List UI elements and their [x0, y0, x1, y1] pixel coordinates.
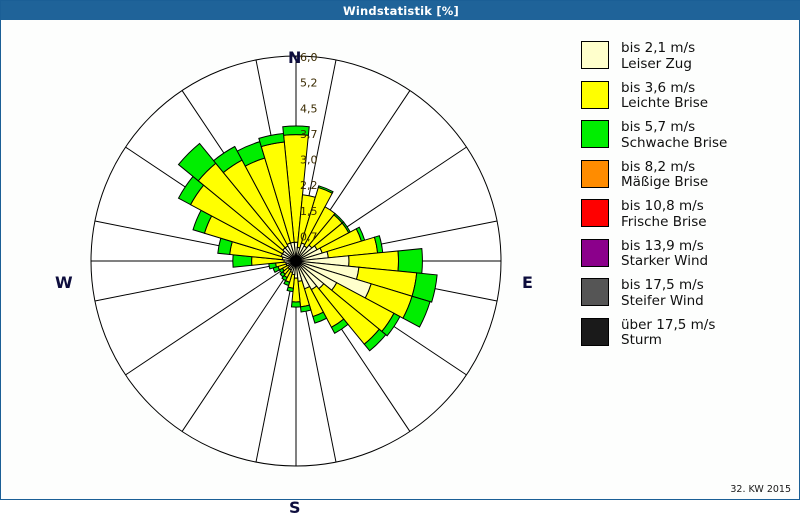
radial-tick-label: 4,5	[300, 102, 318, 115]
wind-rose-segment	[330, 318, 349, 334]
legend-speed-range: über 17,5 m/s	[621, 316, 716, 333]
wind-rose-segment	[363, 328, 387, 352]
legend-label: bis 8,2 m/s Mäßige Brise	[621, 158, 709, 191]
legend-color-swatch	[581, 278, 609, 306]
legend-label: bis 17,5 m/s Steifer Wind	[621, 277, 704, 309]
compass-label-west: W	[55, 273, 73, 292]
legend-color-swatch	[581, 120, 609, 148]
window-title: Windstatistik [%]	[343, 3, 459, 18]
grid-spoke	[181, 260, 297, 432]
legend: bis 2,1 m/s Leiser Zug bis 3,6 m/s Leichte …	[581, 40, 796, 357]
wind-rose-plot: 0,7 1,5 2,2 3,0 3,7 4,5 5,2 6,0 N E S W	[1, 20, 561, 517]
legend-item[interactable]: bis 17,5 m/s Steifer Wind	[581, 277, 796, 309]
wind-rose-sectors	[177, 125, 438, 352]
wind-rose-segment	[290, 301, 302, 308]
legend-label: über 17,5 m/s Sturm	[621, 316, 716, 349]
radial-tick-label: 5,2	[300, 77, 318, 90]
legend-speed-range: bis 13,9 m/s	[621, 237, 704, 254]
grid-spoke	[125, 260, 297, 376]
legend-label: bis 13,9 m/s Starker Wind	[621, 237, 709, 270]
wind-rose-segment	[317, 185, 334, 194]
legend-label: bis 10,8 m/s Frische Brise	[621, 198, 707, 230]
radial-axis-labels: 0,7 1,5 2,2 3,0 3,7 4,5 5,2 6,0	[300, 51, 318, 243]
legend-item[interactable]: bis 8,2 m/s Mäßige Brise	[581, 158, 796, 191]
legend-item[interactable]: bis 3,6 m/s Leichte Brise	[581, 79, 796, 112]
wind-rose-segment	[258, 132, 285, 148]
legend-color-swatch	[581, 159, 609, 188]
legend-beaufort-name: Frische Brise	[621, 213, 707, 230]
grid-spoke	[94, 260, 297, 302]
legend-beaufort-name: Leichte Brise	[621, 95, 709, 111]
radial-tick-label: 2,2	[300, 179, 318, 192]
legend-color-swatch	[581, 199, 609, 227]
legend-label: bis 2,1 m/s Leiser Zug	[621, 40, 696, 72]
grid-spoke	[255, 260, 297, 463]
legend-item[interactable]: über 17,5 m/s Sturm	[581, 316, 796, 349]
legend-speed-range: bis 5,7 m/s	[621, 119, 696, 135]
legend-item[interactable]: bis 5,7 m/s Schwache Brise	[581, 119, 796, 151]
legend-color-swatch	[581, 41, 609, 69]
legend-label: bis 3,6 m/s Leichte Brise	[621, 79, 709, 112]
wind-rose-segment	[286, 286, 294, 293]
wind-rose-segment	[282, 125, 310, 136]
legend-speed-range: bis 3,6 m/s	[621, 79, 696, 96]
legend-beaufort-name: Schwache Brise	[621, 134, 728, 151]
radial-tick-label: 3,0	[300, 154, 318, 167]
radial-tick-label: 1,5	[300, 205, 318, 218]
compass-label-east: E	[522, 273, 533, 292]
legend-speed-range: bis 17,5 m/s	[621, 277, 704, 293]
compass-label-south: S	[289, 498, 301, 517]
legend-color-swatch	[581, 238, 609, 267]
legend-color-swatch	[581, 317, 609, 346]
legend-speed-range: bis 8,2 m/s	[621, 158, 696, 175]
legend-item[interactable]: bis 10,8 m/s Frische Brise	[581, 198, 796, 230]
window-titlebar: Windstatistik [%]	[1, 1, 800, 20]
legend-beaufort-name: Mäßige Brise	[621, 174, 709, 190]
legend-beaufort-name: Sturm	[621, 332, 662, 348]
radial-tick-label: 0,7	[300, 230, 318, 243]
footer-week-label: 32. KW 2015	[730, 484, 791, 495]
legend-speed-range: bis 10,8 m/s	[621, 198, 704, 214]
legend-beaufort-name: Leiser Zug	[621, 55, 692, 72]
radial-tick-label: 3,7	[300, 128, 318, 141]
legend-label: bis 5,7 m/s Schwache Brise	[621, 119, 728, 151]
legend-item[interactable]: bis 13,9 m/s Starker Wind	[581, 237, 796, 270]
wind-rose-segment	[397, 248, 423, 274]
radial-tick-label: 6,0	[300, 51, 318, 64]
legend-item[interactable]: bis 2,1 m/s Leiser Zug	[581, 40, 796, 72]
legend-beaufort-name: Steifer Wind	[621, 292, 704, 309]
wind-rose-svg: 0,7 1,5 2,2 3,0 3,7 4,5 5,2 6,0	[90, 51, 502, 467]
compass-label-north: N	[288, 48, 302, 67]
legend-color-swatch	[581, 80, 609, 109]
legend-speed-range: bis 2,1 m/s	[621, 40, 696, 56]
wind-rose-segment	[402, 295, 431, 328]
wind-rose-segment	[312, 311, 328, 324]
legend-beaufort-name: Starker Wind	[621, 253, 709, 269]
